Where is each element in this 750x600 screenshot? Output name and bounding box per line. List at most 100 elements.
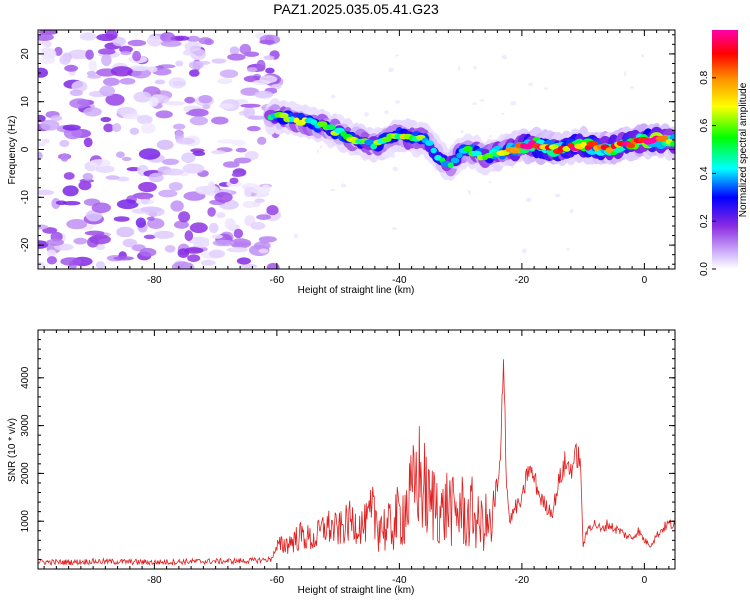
heatmap-cell [173,123,186,130]
y-tick-label: 2000 [20,462,31,485]
heatmap-cell [66,219,88,230]
y-tick-label: 20 [20,48,31,60]
heatmap-cell [184,96,196,104]
heatmap-cell [479,99,485,102]
heatmap-cell [193,239,210,248]
spectrogram-ticks: -80 -60 -40 -20 0 -20 -10 0 10 20 [20,30,675,286]
colorbar-tick-label: 0.2 [699,214,710,228]
heatmap-cell [184,230,194,242]
heatmap-cell [140,206,162,213]
heatmap-cell [177,248,190,258]
y-tick-label: 0 [20,146,31,152]
heatmap-cell [138,181,157,193]
heatmap-cell [40,47,53,53]
heatmap-cell [630,86,634,89]
heatmap-cell [148,172,164,183]
heatmap-cell [187,254,201,262]
heatmap-cell [525,197,532,203]
heatmap-cell [154,79,166,85]
heatmap-cell [235,147,248,153]
heatmap-cell [62,124,81,131]
heatmap-cell [509,147,521,154]
heatmap-cell [543,87,548,90]
colorbar-gradient [712,30,738,269]
heatmap-cell [247,115,266,120]
heatmap-cell [384,110,389,115]
heatmap-cell [259,39,275,45]
heatmap-cell [148,66,158,73]
heatmap-cell [153,230,175,239]
heatmap-cell [240,87,260,96]
heatmap-cell [89,234,111,245]
heatmap-cell [204,38,215,46]
heatmap-cell [62,201,81,206]
heatmap-cell [105,93,125,106]
heatmap-cell [119,45,133,54]
heatmap-cell [46,249,57,257]
heatmap-cell [240,103,261,108]
heatmap-cell [46,238,64,246]
y-tick-label: -10 [20,190,31,205]
spectrogram-panel: -80 -60 -40 -20 0 -20 -10 0 10 20 Height of strai… [7,29,676,296]
heatmap-cell [84,230,105,236]
heatmap-cell [60,257,82,266]
x-tick-label: -20 [515,275,530,286]
heatmap-cell [101,54,112,67]
heatmap-cell [254,90,274,99]
x-tick-label: -60 [270,275,285,286]
heatmap-cell [216,139,237,144]
heatmap-cell [121,156,132,162]
heatmap-cell [211,58,227,64]
heatmap-cell [340,183,347,188]
heatmap-cell [147,218,165,229]
heatmap-cell [147,35,163,47]
snr-ticks: -80 -60 -40 -20 0 1000 2000 3000 4000 [20,330,675,586]
heatmap-cell [202,104,211,110]
heatmap-cell [641,54,644,58]
heatmap-cell [586,140,599,147]
heatmap-cell [394,100,401,104]
heatmap-cell [198,94,213,104]
heatmap-cell [68,49,90,60]
heatmap-cell [178,211,191,223]
heatmap-cell [38,151,43,160]
heatmap-cell [112,123,122,133]
heatmap-cell [86,70,97,77]
heatmap-cell [185,110,204,116]
x-tick-label: -40 [392,275,407,286]
heatmap-cell [170,200,184,212]
heatmap-cell [473,65,477,70]
heatmap-cell [370,143,378,150]
heatmap-cell [46,256,58,265]
heatmap-cell [143,234,156,240]
heatmap-cell [229,177,239,184]
heatmap-cell [326,124,336,131]
heatmap-cell [222,161,240,168]
heatmap-cell [207,207,216,217]
heatmap-cell [59,55,71,65]
heatmap-cell [135,199,155,205]
heatmap-cell [164,245,176,253]
heatmap-cell [174,35,190,41]
heatmap-cell [89,159,111,168]
heatmap-cell [254,198,265,203]
heatmap-cell [207,181,216,193]
heatmap-cell [91,202,112,214]
heatmap-cell [112,36,126,47]
colorbar-tick-label: 0.6 [699,118,710,132]
heatmap-cell [103,123,114,133]
heatmap-cell [63,172,75,180]
heatmap-cell [135,217,147,228]
heatmap-cell [250,222,266,230]
heatmap-cell [78,180,92,191]
heatmap-cell [146,216,155,221]
heatmap-cell [51,198,61,209]
heatmap-cell [489,135,492,138]
heatmap-cell [83,137,93,148]
heatmap-cell [38,33,54,41]
heatmap-cell [85,49,94,60]
heatmap-cell [126,167,141,172]
heatmap-cell [330,94,336,99]
heatmap-cell [175,137,196,145]
